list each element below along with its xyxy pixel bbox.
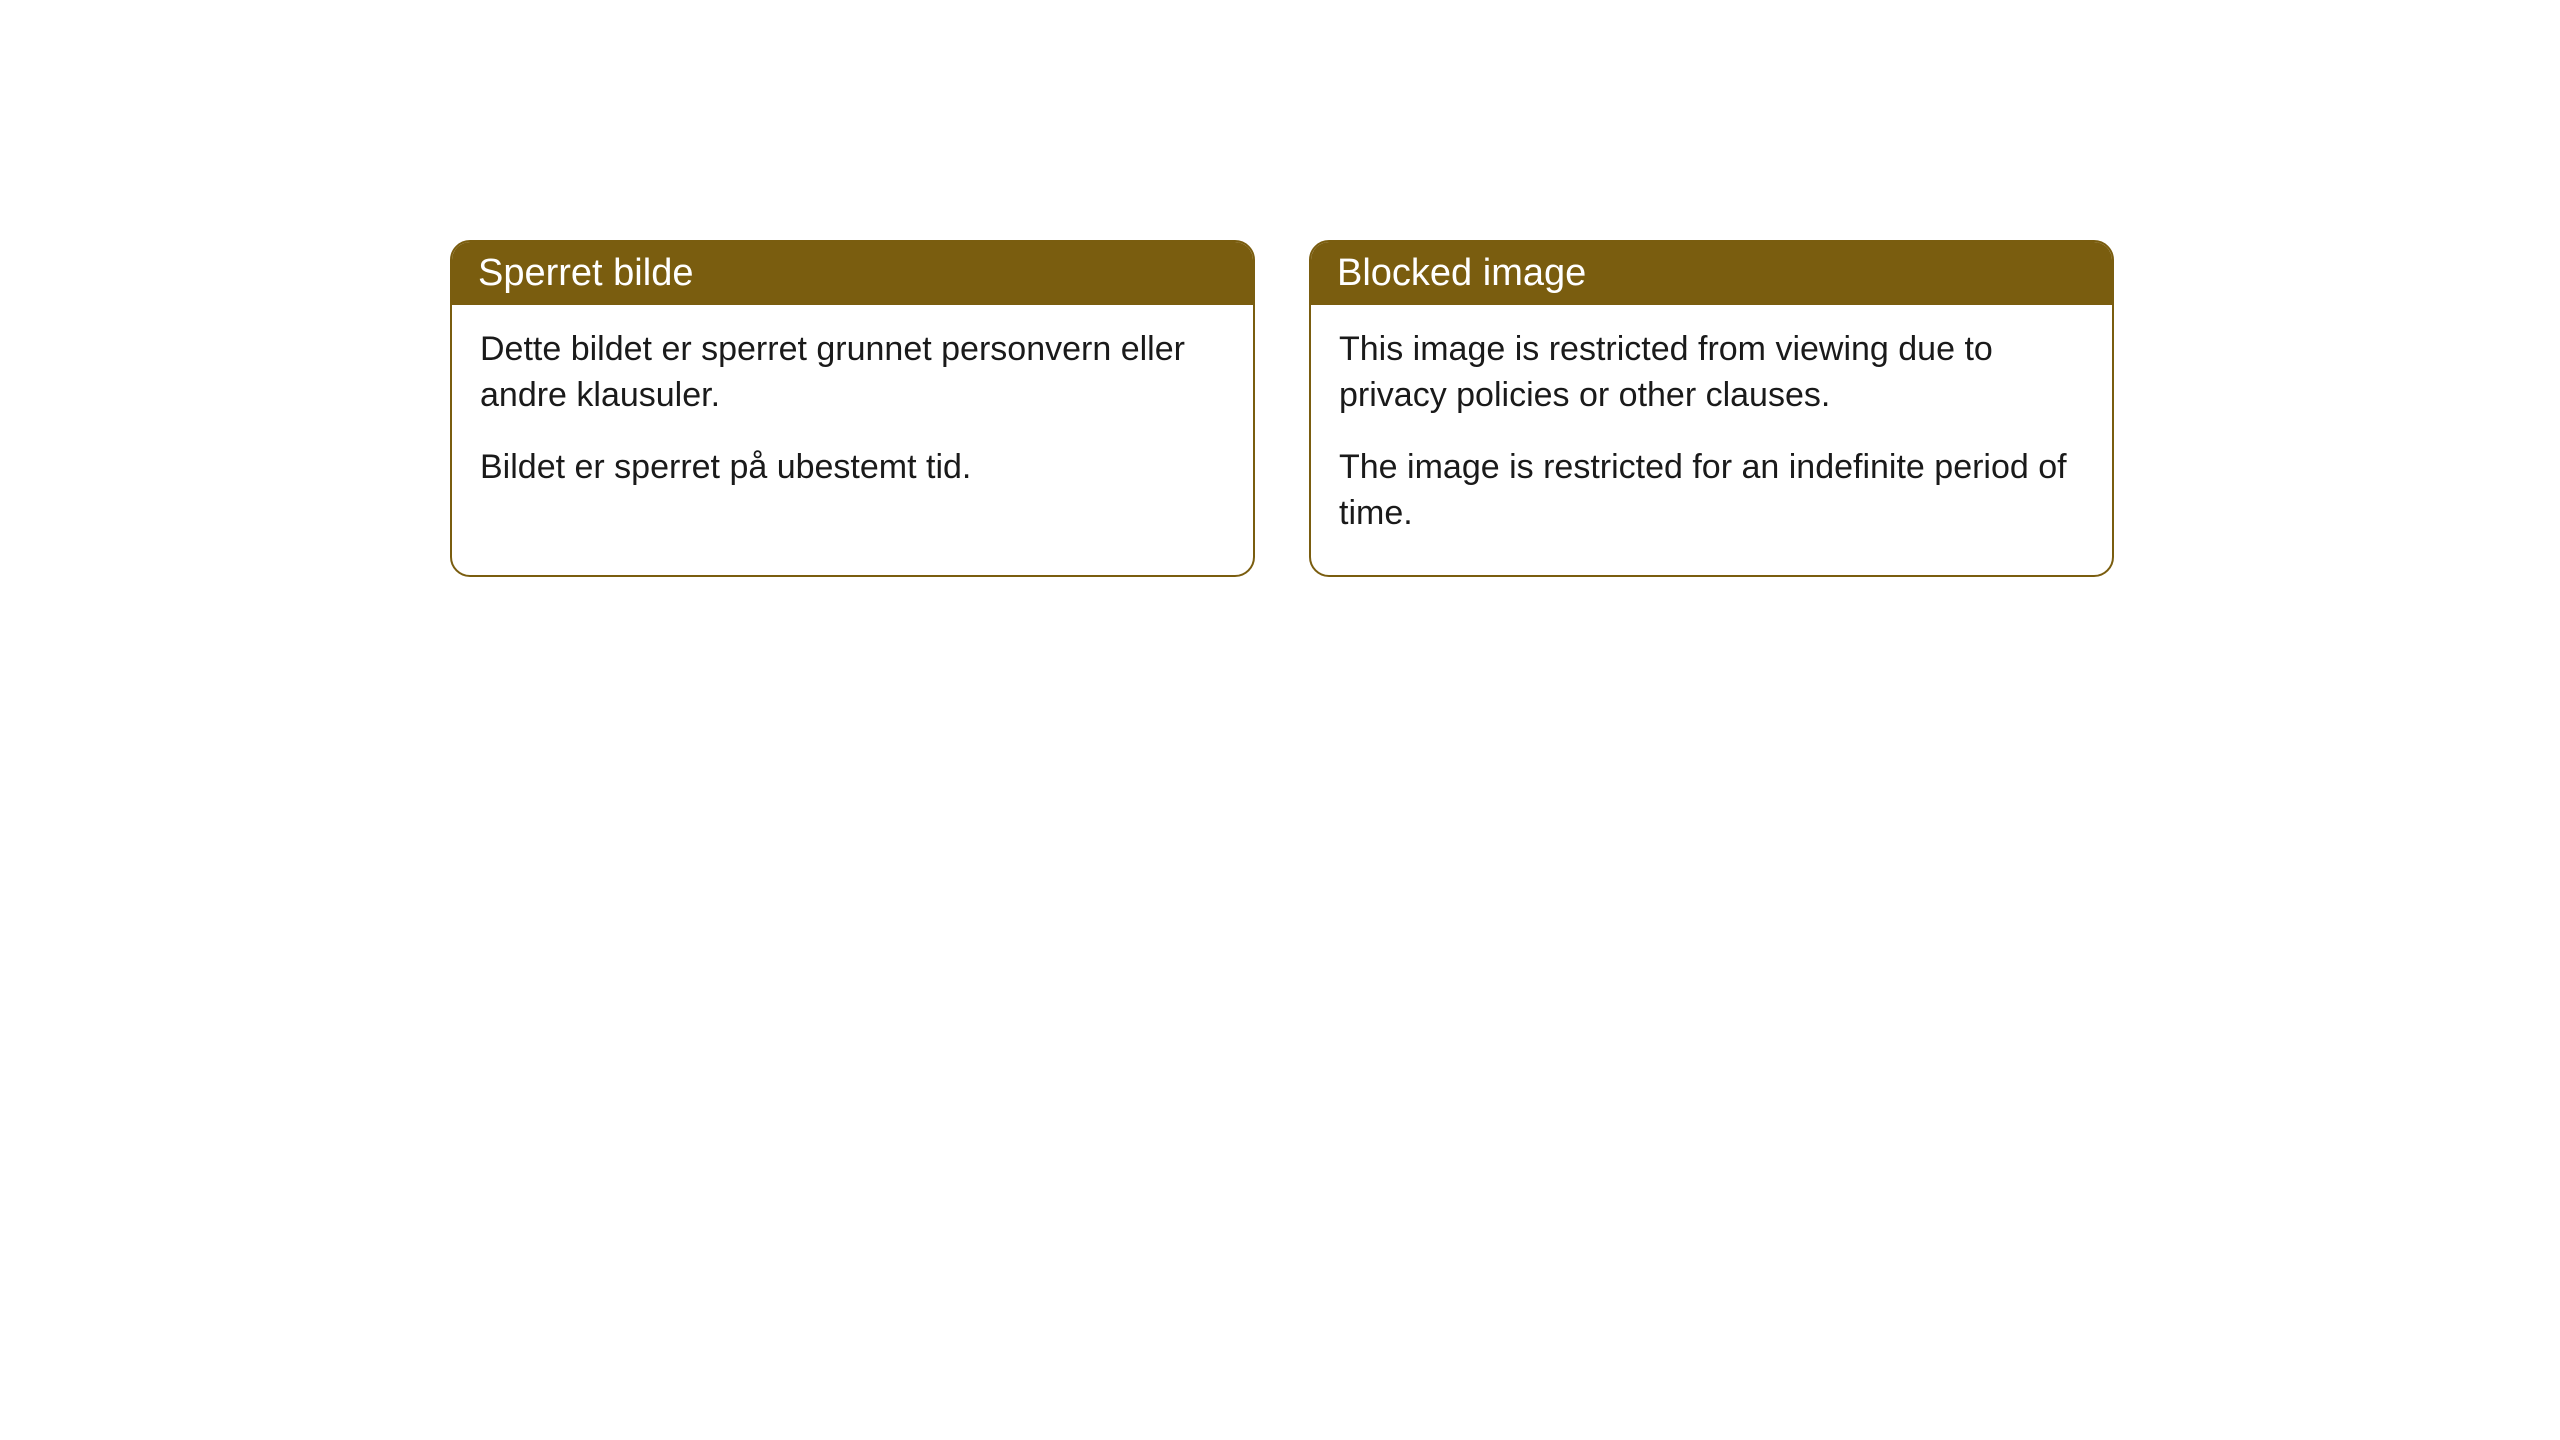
card-paragraph-2-english: The image is restricted for an indefinit… — [1339, 445, 2084, 537]
card-paragraph-1-english: This image is restricted from viewing du… — [1339, 327, 2084, 419]
card-paragraph-1-norwegian: Dette bildet er sperret grunnet personve… — [480, 327, 1225, 419]
card-header-english: Blocked image — [1311, 242, 2112, 305]
card-english: Blocked image This image is restricted f… — [1309, 240, 2114, 577]
card-norwegian: Sperret bilde Dette bildet er sperret gr… — [450, 240, 1255, 577]
cards-container: Sperret bilde Dette bildet er sperret gr… — [0, 0, 2560, 577]
card-body-norwegian: Dette bildet er sperret grunnet personve… — [452, 305, 1253, 529]
card-header-norwegian: Sperret bilde — [452, 242, 1253, 305]
card-paragraph-2-norwegian: Bildet er sperret på ubestemt tid. — [480, 445, 1225, 491]
card-body-english: This image is restricted from viewing du… — [1311, 305, 2112, 575]
